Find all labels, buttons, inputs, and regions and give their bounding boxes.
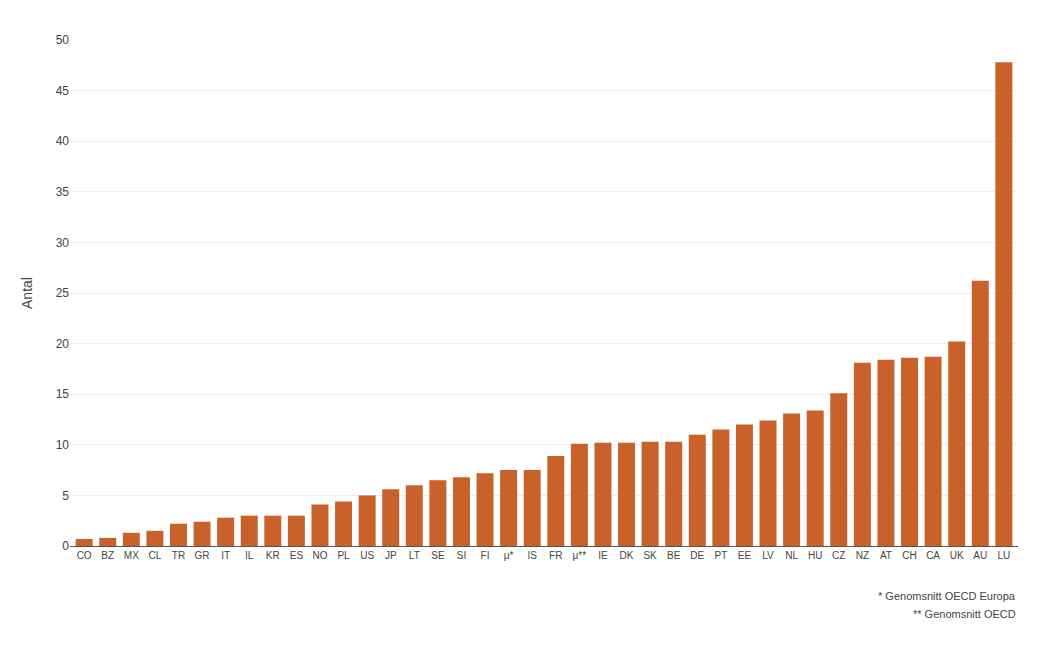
svg-text:CO: CO xyxy=(77,550,92,561)
svg-text:HU: HU xyxy=(808,550,822,561)
svg-text:NL: NL xyxy=(785,550,798,561)
svg-text:BE: BE xyxy=(667,550,681,561)
svg-text:50: 50 xyxy=(56,33,70,47)
svg-text:SI: SI xyxy=(457,550,466,561)
svg-text:LT: LT xyxy=(409,550,420,561)
svg-text:IE: IE xyxy=(598,550,608,561)
svg-text:AU: AU xyxy=(973,550,987,561)
svg-text:TR: TR xyxy=(172,550,185,561)
svg-text:* Genomsnitt OECD Europa: * Genomsnitt OECD Europa xyxy=(878,590,1016,602)
svg-text:CL: CL xyxy=(149,550,162,561)
svg-text:20: 20 xyxy=(56,337,70,351)
svg-text:FR: FR xyxy=(549,550,562,561)
svg-text:5: 5 xyxy=(62,489,69,503)
svg-text:μ*: μ* xyxy=(504,550,514,561)
svg-text:KR: KR xyxy=(266,550,280,561)
svg-text:EE: EE xyxy=(738,550,752,561)
svg-text:PT: PT xyxy=(714,550,727,561)
svg-text:NO: NO xyxy=(312,550,327,561)
svg-text:45: 45 xyxy=(56,84,70,98)
svg-text:15: 15 xyxy=(56,387,70,401)
svg-text:DE: DE xyxy=(690,550,704,561)
svg-text:LU: LU xyxy=(997,550,1010,561)
svg-text:μ**: μ** xyxy=(573,550,587,561)
svg-text:AT: AT xyxy=(880,550,892,561)
svg-text:** Genomsnitt OECD: ** Genomsnitt OECD xyxy=(913,608,1016,620)
svg-text:CZ: CZ xyxy=(832,550,845,561)
svg-text:35: 35 xyxy=(56,185,70,199)
svg-text:40: 40 xyxy=(56,134,70,148)
svg-text:JP: JP xyxy=(385,550,397,561)
svg-text:FI: FI xyxy=(481,550,490,561)
svg-text:SE: SE xyxy=(431,550,445,561)
svg-text:IT: IT xyxy=(221,550,230,561)
svg-text:10: 10 xyxy=(56,438,70,452)
svg-text:NZ: NZ xyxy=(856,550,869,561)
svg-text:PL: PL xyxy=(337,550,350,561)
svg-text:UK: UK xyxy=(950,550,964,561)
svg-text:0: 0 xyxy=(62,539,69,553)
svg-text:IL: IL xyxy=(245,550,254,561)
svg-text:LV: LV xyxy=(762,550,774,561)
svg-text:GR: GR xyxy=(195,550,210,561)
svg-text:MX: MX xyxy=(124,550,139,561)
svg-text:SK: SK xyxy=(643,550,657,561)
svg-text:BZ: BZ xyxy=(101,550,114,561)
svg-text:25: 25 xyxy=(56,286,70,300)
svg-text:US: US xyxy=(360,550,374,561)
svg-text:IS: IS xyxy=(527,550,537,561)
svg-text:30: 30 xyxy=(56,236,70,250)
svg-text:ES: ES xyxy=(290,550,304,561)
svg-text:CA: CA xyxy=(926,550,940,561)
svg-text:CH: CH xyxy=(902,550,916,561)
svg-text:Antal: Antal xyxy=(19,277,35,309)
svg-text:DK: DK xyxy=(620,550,634,561)
